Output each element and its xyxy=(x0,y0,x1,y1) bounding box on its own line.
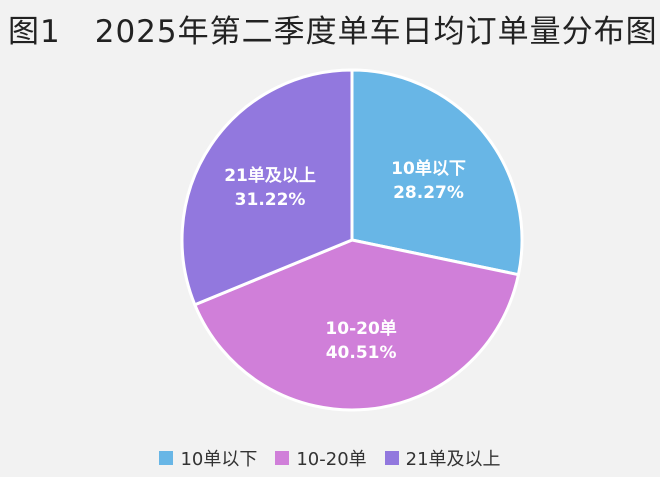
slice-label-21-plus-category: 21单及以上 xyxy=(224,165,316,186)
legend-swatch-under-10 xyxy=(159,451,174,465)
title-text: 2025年第二季度单车日均订单量分布图 xyxy=(94,14,658,50)
slice-label-10-20: 10-20单 40.51% xyxy=(325,318,396,363)
slice-label-under-10: 10单以下 28.27% xyxy=(391,158,466,203)
slice-21-plus xyxy=(180,68,354,307)
legend-label-under-10: 10单以下 xyxy=(180,449,258,470)
slice-label-under-10-value: 28.27% xyxy=(393,183,464,203)
slice-label-21-plus: 21单及以上 31.22% xyxy=(224,165,316,210)
legend-swatch-10-20 xyxy=(275,451,290,465)
legend-swatch-21-plus xyxy=(384,451,399,465)
slice-label-10-20-category: 10-20单 xyxy=(325,318,396,339)
slice-label-10-20-value: 40.51% xyxy=(326,343,397,363)
slice-under-10 xyxy=(350,68,524,277)
legend-label-21-plus: 21单及以上 xyxy=(405,449,501,470)
slice-label-under-10-category: 10单以下 xyxy=(391,158,466,179)
legend-item-under-10: 10单以下 xyxy=(159,445,257,471)
slice-label-21-plus-value: 31.22% xyxy=(235,190,306,210)
legend-label-10-20: 10-20单 xyxy=(296,449,367,470)
chart-title: 图1 2025年第二季度单车日均订单量分布图 xyxy=(8,6,658,51)
figure-number: 图1 xyxy=(8,14,61,50)
legend-item-10-20: 10-20单 xyxy=(275,445,367,471)
legend-item-21-plus: 21单及以上 xyxy=(384,445,501,471)
legend: 10单以下 10-20单 21单及以上 xyxy=(0,445,660,471)
slice-10-20 xyxy=(193,238,520,412)
